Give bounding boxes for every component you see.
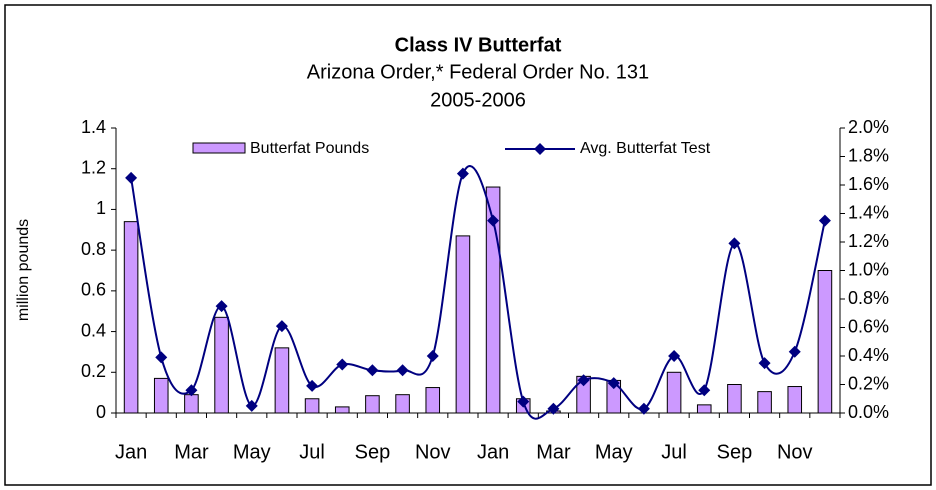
marker (547, 402, 560, 415)
legend-swatch (192, 142, 246, 154)
y2-tick-label: 1.0% (848, 259, 889, 279)
bar (153, 377, 169, 414)
y2-tick-label: 0.2% (848, 373, 889, 393)
x-tick-label: Jan (477, 441, 509, 463)
bar (123, 221, 139, 414)
marker (155, 351, 168, 364)
y-tick-label: 0.8 (81, 239, 106, 259)
line (130, 165, 826, 420)
y2-tick-label: 1.2% (848, 231, 889, 251)
marker (456, 167, 469, 180)
marker (336, 358, 349, 371)
bar (696, 404, 712, 414)
marker (637, 402, 650, 415)
x-tick-label: May (595, 441, 633, 463)
marker (788, 345, 801, 358)
x-tick-label: Jul (661, 441, 687, 463)
marker (607, 377, 620, 390)
marker (396, 364, 409, 377)
bar (365, 395, 380, 414)
bar (666, 371, 682, 414)
y-tick-label: 0.2 (81, 361, 106, 381)
y-tick-label: 1.4 (81, 117, 106, 137)
x-tick-label: Nov (415, 441, 451, 463)
legend-label: Avg. Butterfat Test (580, 140, 711, 157)
marker (818, 214, 831, 227)
y2-tick-label: 0.4% (848, 345, 889, 365)
marker (125, 171, 138, 184)
marker (426, 350, 439, 362)
marker (245, 399, 258, 412)
bar (485, 186, 501, 414)
x-tick-label: Jan (115, 441, 147, 463)
bar (334, 406, 350, 414)
x-tick-label: Sep (717, 441, 753, 463)
y2-tick-label: 2.0% (848, 117, 889, 137)
bar (817, 270, 833, 414)
bar (727, 384, 742, 414)
y2-tick-label: 1.6% (848, 174, 889, 194)
marker (758, 357, 771, 370)
x-tick-label: Mar (536, 441, 571, 463)
bar (395, 394, 410, 414)
chart-title: Class IV Butterfat (395, 34, 562, 56)
y-tick-label: 0 (96, 402, 106, 422)
bar (455, 235, 471, 414)
bar (787, 386, 803, 414)
marker (668, 350, 681, 362)
y-axis-label: million pounds (15, 219, 32, 321)
bar (184, 394, 199, 414)
chart-subtitle: 2005-2006 (430, 89, 526, 111)
y-tick-label: 0.6 (81, 280, 106, 300)
x-tick-label: May (233, 441, 271, 463)
marker (577, 374, 590, 387)
y2-tick-label: 0.6% (848, 316, 889, 336)
marker (306, 379, 319, 392)
y-tick-label: 0.4 (81, 320, 106, 340)
x-tick-label: Nov (777, 441, 813, 463)
marker (728, 237, 741, 250)
y2-tick-label: 1.4% (848, 202, 889, 222)
bar (214, 316, 229, 414)
marker (698, 384, 711, 397)
marker (366, 364, 379, 377)
marker (487, 214, 500, 227)
legend-swatch (534, 143, 546, 155)
marker (185, 384, 198, 397)
bar (425, 387, 441, 414)
y2-tick-label: 0.0% (848, 402, 889, 422)
x-tick-label: Sep (355, 441, 391, 463)
y2-tick-label: 1.8% (848, 145, 889, 165)
marker (275, 320, 288, 333)
bar (274, 347, 290, 414)
bar (304, 398, 320, 414)
y-tick-label: 1 (96, 198, 106, 218)
marker (517, 395, 530, 408)
bar (757, 391, 772, 414)
y2-tick-label: 0.8% (848, 288, 889, 308)
chart-subtitle: Arizona Order,* Federal Order No. 131 (307, 61, 649, 83)
x-tick-label: Jul (299, 441, 325, 463)
legend-label: Butterfat Pounds (250, 140, 369, 157)
x-tick-label: Mar (174, 441, 209, 463)
y-tick-label: 1.2 (81, 157, 106, 177)
marker (215, 300, 228, 313)
